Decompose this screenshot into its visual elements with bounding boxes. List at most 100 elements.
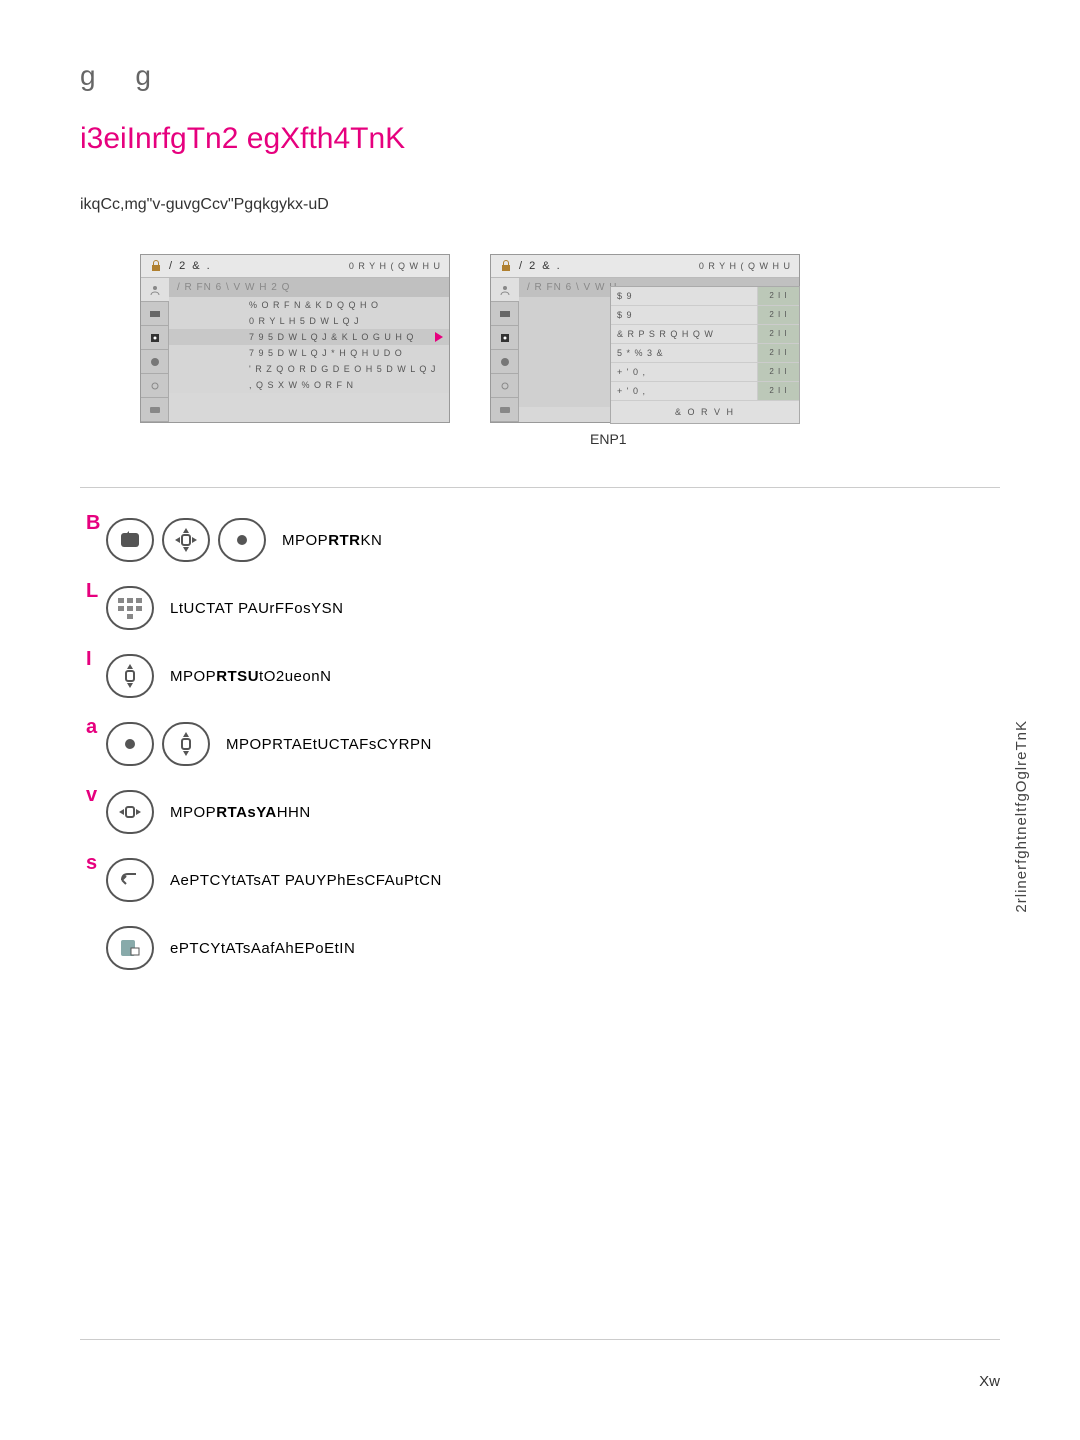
legend-label: LtUCTAT PAUrFFosYSN — [170, 600, 343, 617]
tab-icon — [491, 350, 519, 374]
legend-text-bold: RTAsYA — [216, 804, 277, 821]
legend-label: MPOPRTRKN — [282, 532, 382, 549]
legend-text: MPOP — [282, 532, 328, 549]
screenshots-container: / 2 & . 0 R Y H ( Q W H U / R FN 6 \ V W… — [80, 254, 1000, 447]
legend-text: MPOP — [170, 804, 216, 821]
screenshot-left: / 2 & . 0 R Y H ( Q W H U / R FN 6 \ V W… — [140, 254, 450, 447]
updown-button-icon — [106, 654, 154, 698]
popup-label: $ 9 — [611, 306, 757, 325]
tab-icon — [141, 350, 169, 374]
screenshot-left-title: / 2 & . — [169, 260, 212, 272]
legend-row: v MPOPRTAsYAHHN — [90, 790, 1000, 834]
legend-row: B MPOPRTRKN — [90, 518, 1000, 562]
popup-label: $ 9 — [611, 287, 757, 306]
screenshot-left-tabs — [141, 278, 169, 422]
screenshot-right-header: / 2 & . 0 R Y H ( Q W H U — [491, 255, 799, 278]
tab-icon — [491, 302, 519, 326]
legend-row: L LtUCTAT PAUrFFosYSN — [90, 586, 1000, 630]
screenshot-left-menu-title: / R FN 6 \ V W H 2 Q — [169, 278, 449, 297]
divider — [80, 487, 1000, 488]
screenshot-left-content: / R FN 6 \ V W H 2 Q % O R F N & K D Q Q… — [169, 278, 449, 422]
menu-item-label: 7 9 5 D W L Q J & K L O G U H Q — [249, 332, 414, 342]
footer-divider — [80, 1339, 1000, 1340]
popup-value: 2 I I — [757, 382, 799, 401]
legend-text: KN — [361, 532, 383, 549]
lock-icon — [499, 259, 513, 273]
exit-button-icon — [106, 926, 154, 970]
legend-text: MPOPRTAEtUCTAFsCYRPN — [226, 736, 432, 753]
tab-icon — [141, 302, 169, 326]
legend-number: B — [86, 512, 106, 535]
tab-icon — [141, 398, 169, 422]
screenshot-left-header: / 2 & . 0 R Y H ( Q W H U — [141, 255, 449, 278]
lock-icon — [149, 259, 163, 273]
updown-button-icon — [162, 722, 210, 766]
legend-text: tO2ueonN — [259, 668, 331, 685]
legend-text: ePTCYtATsAafAhEPoEtIN — [170, 940, 355, 957]
enter-button-icon — [106, 518, 154, 562]
tab-icon — [491, 278, 519, 302]
page-title: i3eiInrfgTn2 egXfth4TnK — [80, 122, 1000, 156]
popup-close-label: & O R V H — [611, 401, 799, 423]
side-vertical-text: 2rlinerfghtneltfgOglreTnK — [1013, 720, 1030, 913]
screenshot-right-popup: $ 92 I I $ 92 I I & R P S R Q H Q W2 I I… — [610, 286, 800, 424]
keypad-button-icon — [106, 586, 154, 630]
popup-value: 2 I I — [757, 325, 799, 344]
screenshot-right-title: / 2 & . — [519, 260, 562, 272]
legend-label: MPOPRTSUtO2ueonN — [170, 668, 331, 685]
legend-text: MPOP — [170, 668, 216, 685]
popup-value: 2 I I — [757, 344, 799, 363]
legend-number: L — [86, 580, 106, 603]
nav-button-icon — [162, 518, 210, 562]
popup-value: 2 I I — [757, 363, 799, 382]
tab-icon — [491, 398, 519, 422]
tab-icon — [491, 326, 519, 350]
page-tab: g g — [80, 60, 1000, 92]
legend-number: v — [86, 784, 106, 807]
legend-row: I MPOPRTSUtO2ueonN — [90, 654, 1000, 698]
popup-label: + ' 0 , — [611, 363, 757, 382]
legend-label: MPOPRTAEtUCTAFsCYRPN — [226, 736, 432, 753]
screenshot-right-caption: ENP1 — [490, 431, 800, 447]
tab-icon — [141, 374, 169, 398]
dot-button-icon — [218, 518, 266, 562]
legend-label: AePTCYtATsAT PAUYPhEsCFAuPtCN — [170, 872, 442, 889]
menu-item: , Q S X W % O R F N — [169, 377, 449, 393]
menu-item: ' R Z Q O R D G D E O H 5 D W L Q J — [169, 361, 449, 377]
tab-icon — [141, 278, 169, 302]
popup-value: 2 I I — [757, 306, 799, 325]
legend-text-bold: RTR — [328, 532, 360, 549]
arrow-right-icon — [435, 332, 443, 342]
popup-label: & R P S R Q H Q W — [611, 325, 757, 344]
screenshot-right-move-label: 0 R Y H ( Q W H U — [699, 261, 791, 271]
popup-label: + ' 0 , — [611, 382, 757, 401]
screenshot-right-tabs — [491, 278, 519, 422]
legend-row: a MPOPRTAEtUCTAFsCYRPN — [90, 722, 1000, 766]
leftright-button-icon — [106, 790, 154, 834]
popup-value: 2 I I — [757, 287, 799, 306]
menu-item: % O R F N & K D Q Q H O — [169, 297, 449, 313]
tab-icon — [141, 326, 169, 350]
popup-label: 5 * % 3 & — [611, 344, 757, 363]
screenshot-left-move-label: 0 R Y H ( Q W H U — [349, 261, 441, 271]
button-legend: B MPOPRTRKN L — [80, 518, 1000, 970]
tab-icon — [491, 374, 519, 398]
menu-item: 7 9 5 D W L Q J * H Q H U D O — [169, 345, 449, 361]
legend-row: ePTCYtATsAafAhEPoEtIN — [90, 926, 1000, 970]
back-button-icon — [106, 858, 154, 902]
legend-number: I — [86, 648, 106, 671]
legend-number: a — [86, 716, 106, 739]
legend-number: s — [86, 852, 106, 875]
legend-text: AePTCYtATsAT PAUYPhEsCFAuPtCN — [170, 872, 442, 889]
menu-item: 7 9 5 D W L Q J & K L O G U H Q — [169, 329, 449, 345]
dot-button-icon — [106, 722, 154, 766]
menu-item: 0 R Y L H 5 D W L Q J — [169, 313, 449, 329]
page-subtitle: ikqCc,mg"v-guvgCcv"Pgqkgykx-uD — [80, 196, 1000, 214]
legend-label: MPOPRTAsYAHHN — [170, 804, 311, 821]
legend-text: LtUCTAT PAUrFFosYSN — [170, 600, 343, 617]
legend-row: s AePTCYtATsAT PAUYPhEsCFAuPtCN — [90, 858, 1000, 902]
screenshot-right: / 2 & . 0 R Y H ( Q W H U / R FN 6 \ V W… — [490, 254, 800, 447]
page-number: Xw — [979, 1373, 1000, 1390]
legend-label: ePTCYtATsAafAhEPoEtIN — [170, 940, 355, 957]
legend-text-bold: RTSU — [216, 668, 259, 685]
